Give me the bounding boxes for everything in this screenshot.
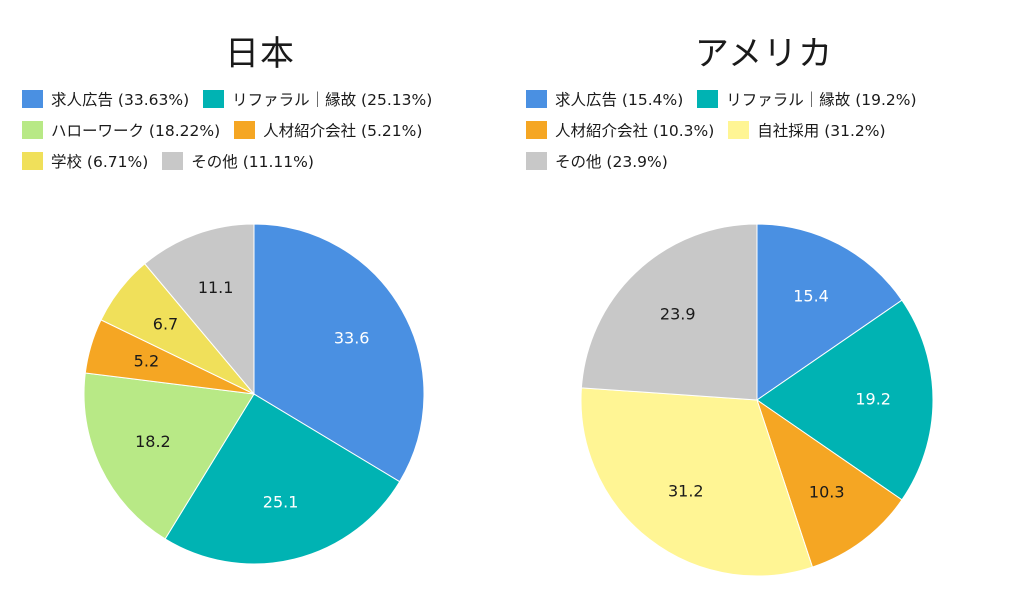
data-label: 11.1 <box>198 278 234 297</box>
pie-chart: 33.6 25.1 18.2 5.2 6.7 11.1 <box>83 223 425 565</box>
legend-swatch <box>526 152 547 170</box>
chart-title: アメリカ <box>694 34 834 74</box>
legend-item: その他 (23.9%) <box>526 150 668 172</box>
pie-slice <box>756 223 903 401</box>
legend-item: 学校 (6.71%) <box>22 150 148 172</box>
legend-swatch <box>697 90 719 108</box>
legend-swatch <box>526 90 547 108</box>
legend-label: ハローワーク (18.22%) <box>51 122 221 140</box>
legend-swatch <box>728 121 750 139</box>
data-label: 18.2 <box>135 432 171 451</box>
data-label: 19.2 <box>855 390 891 409</box>
legend-item: 求人広告 (15.4%) <box>526 88 683 110</box>
pie-slice <box>83 372 255 540</box>
legend-swatch <box>203 90 225 108</box>
legend-label: 求人広告 (33.63%) <box>51 91 190 109</box>
data-label: 5.2 <box>134 352 159 371</box>
chart-usa: アメリカ 求人広告 (15.4%) リファラル｜縁故 (19.2%) 人材紹介会社 … <box>514 0 1014 594</box>
legend-swatch <box>22 90 43 108</box>
legend-label: 人材紹介会社 (10.3%) <box>555 122 715 140</box>
legend-label: その他 (23.9%) <box>555 153 668 171</box>
legend-item: 自社採用 (31.2%) <box>728 119 886 141</box>
pie-slice <box>580 223 758 401</box>
pie-chart: 15.4 19.2 10.3 31.2 23.9 <box>580 223 934 577</box>
legend-label: 学校 (6.71%) <box>51 153 149 171</box>
legend-label: 自社採用 (31.2%) <box>757 122 886 140</box>
legend-item: ハローワーク (18.22%) <box>22 119 220 141</box>
pie-slice <box>580 387 814 577</box>
legend-item: リファラル｜縁故 (25.13%) <box>203 88 432 110</box>
pie-slice <box>144 223 255 396</box>
legend-label: その他 (11.11%) <box>191 153 314 171</box>
legend-swatch <box>234 121 256 139</box>
legend-item: リファラル｜縁故 (19.2%) <box>697 88 917 110</box>
legend-item: 人材紹介会社 (5.21%) <box>234 119 422 141</box>
legend-label: リファラル｜縁故 (19.2%) <box>726 91 917 109</box>
data-label: 33.6 <box>334 328 370 347</box>
pie-slice <box>253 223 425 483</box>
legend-item: その他 (11.11%) <box>162 150 314 172</box>
pie-slice <box>164 393 401 565</box>
data-label: 23.9 <box>660 305 696 324</box>
data-label: 6.7 <box>153 315 178 334</box>
chart-title: 日本 <box>225 34 295 74</box>
data-label: 25.1 <box>263 493 299 512</box>
legend-swatch <box>526 121 547 139</box>
legend-label: 人材紹介会社 (5.21%) <box>263 122 423 140</box>
legend-swatch <box>22 121 43 139</box>
chart-japan: 日本 求人広告 (33.63%) リファラル｜縁故 (25.13%) ハローワーク … <box>10 0 510 594</box>
data-label: 15.4 <box>793 287 829 306</box>
legend-swatch <box>22 152 43 170</box>
legend-label: 求人広告 (15.4%) <box>555 91 684 109</box>
legend-label: リファラル｜縁故 (25.13%) <box>232 91 433 109</box>
legend-item: 人材紹介会社 (10.3%) <box>526 119 714 141</box>
data-label: 10.3 <box>809 482 845 501</box>
legend: 求人広告 (15.4%) リファラル｜縁故 (19.2%) 人材紹介会社 (10.3… <box>526 88 1006 172</box>
legend-item: 求人広告 (33.63%) <box>22 88 189 110</box>
pie-slice <box>756 398 903 568</box>
data-label: 31.2 <box>668 481 704 500</box>
legend-swatch <box>162 152 184 170</box>
legend: 求人広告 (33.63%) リファラル｜縁故 (25.13%) ハローワーク (18… <box>22 88 502 172</box>
pie-slice <box>756 299 934 501</box>
